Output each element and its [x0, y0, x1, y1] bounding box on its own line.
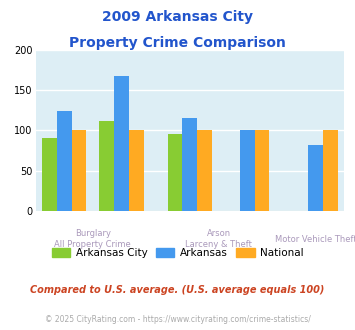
Bar — [71, 130, 86, 211]
Text: Arson: Arson — [207, 229, 231, 238]
Bar — [182, 118, 197, 211]
Bar — [99, 121, 114, 211]
Text: Motor Vehicle Theft: Motor Vehicle Theft — [275, 235, 355, 244]
Bar — [255, 130, 269, 211]
Bar — [57, 111, 71, 211]
Text: Compared to U.S. average. (U.S. average equals 100): Compared to U.S. average. (U.S. average … — [30, 285, 325, 295]
Bar — [197, 130, 212, 211]
Legend: Arkansas City, Arkansas, National: Arkansas City, Arkansas, National — [48, 244, 307, 262]
Text: Burglary: Burglary — [75, 229, 111, 238]
Bar — [240, 130, 255, 211]
Bar — [129, 130, 143, 211]
Text: © 2025 CityRating.com - https://www.cityrating.com/crime-statistics/: © 2025 CityRating.com - https://www.city… — [45, 315, 310, 324]
Bar — [42, 138, 57, 211]
Bar — [168, 134, 182, 211]
Bar — [323, 130, 338, 211]
Text: All Property Crime: All Property Crime — [54, 240, 131, 249]
Text: 2009 Arkansas City: 2009 Arkansas City — [102, 10, 253, 24]
Text: Property Crime Comparison: Property Crime Comparison — [69, 36, 286, 50]
Bar — [308, 145, 323, 211]
Bar — [114, 76, 129, 211]
Text: Larceny & Theft: Larceny & Theft — [185, 240, 252, 249]
